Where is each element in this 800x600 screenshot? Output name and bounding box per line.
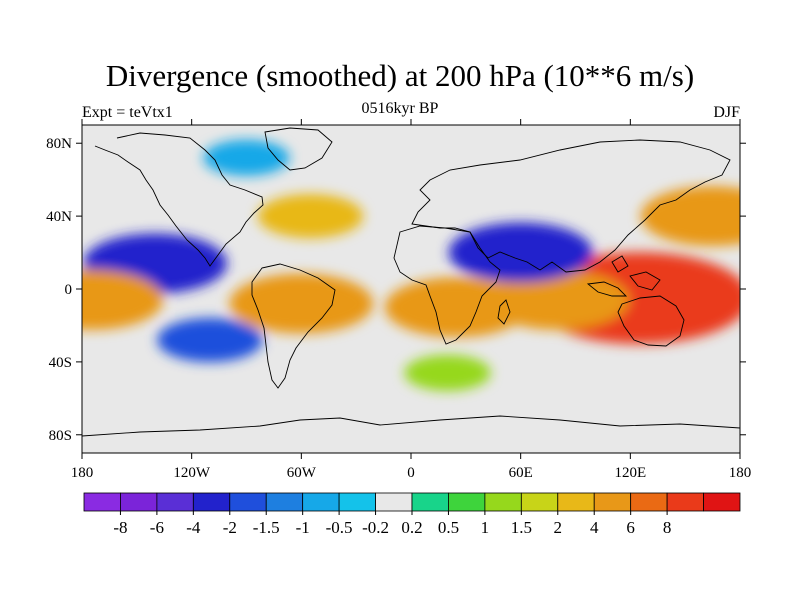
colorbar-swatch bbox=[120, 493, 156, 511]
colorbar-swatch bbox=[339, 493, 375, 511]
x-tick-label: 0 bbox=[407, 465, 415, 481]
colorbar-label: 0.2 bbox=[401, 518, 422, 537]
colorbar-label: 1.5 bbox=[511, 518, 532, 537]
y-tick-label: 80N bbox=[46, 136, 72, 152]
colorbar-label: -0.2 bbox=[362, 518, 389, 537]
colorbar-label: 2 bbox=[554, 518, 563, 537]
x-tick-label: 180 bbox=[71, 465, 94, 481]
colorbar-label: 0.5 bbox=[438, 518, 459, 537]
colorbar-swatch bbox=[157, 493, 193, 511]
colorbar-label: -4 bbox=[186, 518, 201, 537]
colorbar-label: 4 bbox=[590, 518, 599, 537]
colorbar-label: -8 bbox=[113, 518, 127, 537]
colorbar-swatch bbox=[84, 493, 120, 511]
x-tick-label: 120E bbox=[614, 465, 646, 481]
colorbar-swatch bbox=[485, 493, 521, 511]
y-tick-label: 40N bbox=[46, 209, 72, 225]
field-asia-subtropical-convergence bbox=[449, 223, 593, 283]
y-tick-label: 0 bbox=[65, 282, 73, 298]
colorbar-swatch bbox=[303, 493, 339, 511]
colorbar-swatch bbox=[193, 493, 229, 511]
x-tick-label: 60E bbox=[509, 465, 533, 481]
colorbar-swatch bbox=[558, 493, 594, 511]
colorbar-label: 6 bbox=[626, 518, 635, 537]
colorbar-label: 8 bbox=[663, 518, 672, 537]
field-east-pacific-divergence bbox=[19, 270, 163, 330]
y-tick-label: 80S bbox=[49, 428, 72, 444]
divergence-map-chart: 180 120W 60W 0 60E 120E 180 80N 40N 0 40S 80S -8 -6 -… bbox=[0, 0, 800, 600]
field-southern-ocean-divergence bbox=[404, 355, 490, 391]
colorbar-label: 1 bbox=[481, 518, 490, 537]
x-tick-label: 180 bbox=[729, 465, 752, 481]
colorbar-swatch bbox=[448, 493, 484, 511]
colorbar-swatch bbox=[266, 493, 302, 511]
field-north-pacific-divergence bbox=[641, 186, 785, 246]
colorbar-swatch bbox=[631, 493, 667, 511]
colorbar-swatch bbox=[667, 493, 703, 511]
field-amazon-divergence bbox=[229, 274, 373, 334]
colorbar-label: -6 bbox=[150, 518, 164, 537]
colorbar-swatch bbox=[594, 493, 630, 511]
colorbar-label: -1 bbox=[296, 518, 310, 537]
x-tick-label: 60W bbox=[287, 465, 317, 481]
field-antarctic-near-zero bbox=[377, 421, 444, 449]
colorbar-label: -2 bbox=[223, 518, 237, 537]
colorbar-swatch bbox=[704, 493, 740, 511]
field-south-pacific-convergence bbox=[157, 318, 263, 362]
colorbar-swatch bbox=[230, 493, 266, 511]
colorbar-label: -1.5 bbox=[253, 518, 280, 537]
field-north-atlantic-divergence bbox=[258, 194, 364, 238]
y-tick-label: 40S bbox=[49, 355, 72, 371]
colorbar-label: -0.5 bbox=[326, 518, 353, 537]
colorbar-swatch bbox=[412, 493, 448, 511]
x-tick-label: 120W bbox=[173, 465, 211, 481]
colorbar-swatch bbox=[521, 493, 557, 511]
colorbar-swatch bbox=[376, 493, 412, 511]
